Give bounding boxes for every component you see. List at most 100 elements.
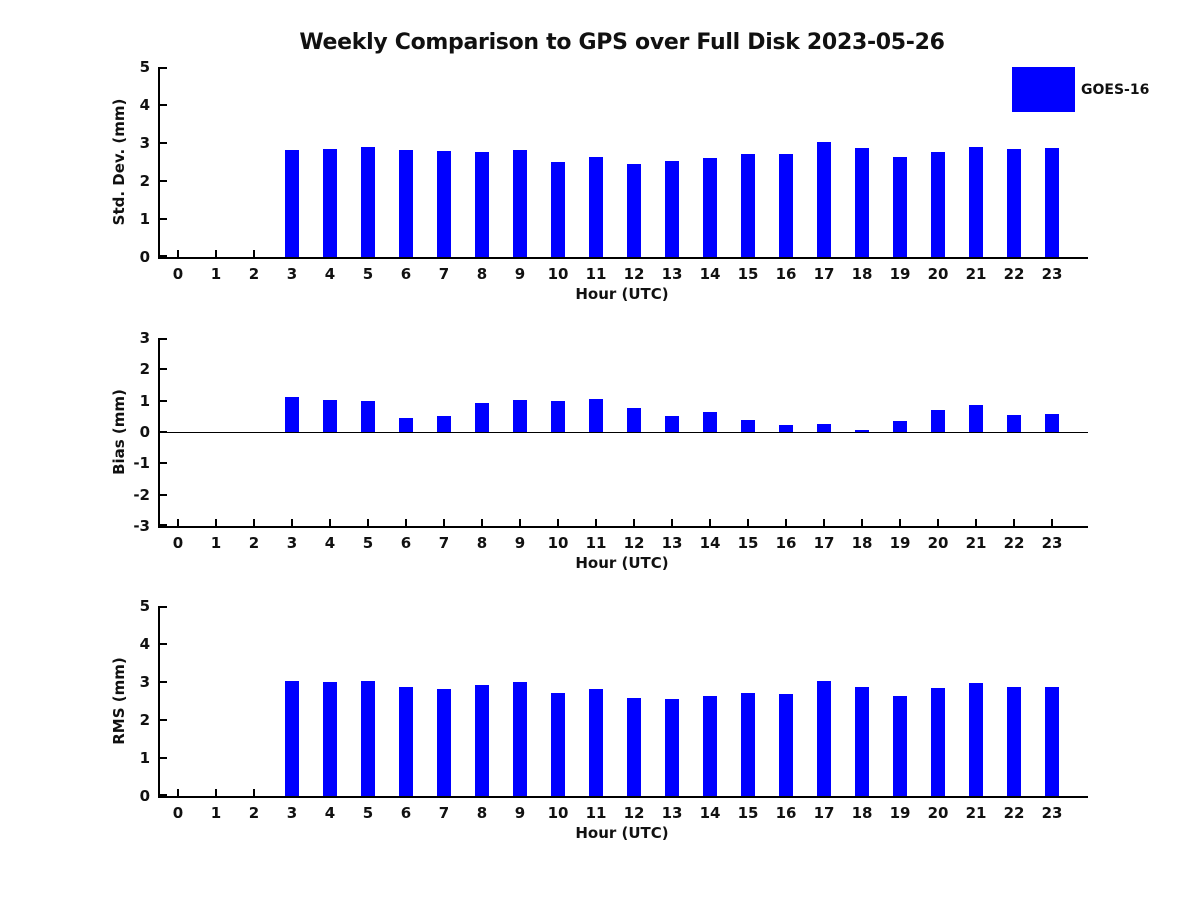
x-tick bbox=[253, 250, 255, 257]
x-tick bbox=[1051, 519, 1053, 526]
y-tick-label: 2 bbox=[139, 360, 150, 379]
bar-hour-18 bbox=[855, 429, 869, 432]
x-tick-label: 17 bbox=[813, 804, 835, 822]
y-tick-label: -3 bbox=[133, 517, 150, 535]
bar-hour-7 bbox=[437, 416, 451, 432]
x-tick-label: 2 bbox=[248, 804, 260, 822]
x-tick-label: 19 bbox=[889, 804, 911, 822]
x-tick-label: 4 bbox=[324, 265, 336, 283]
x-tick-label: 6 bbox=[400, 265, 412, 283]
bar-hour-14 bbox=[703, 695, 717, 796]
x-tick-label: 14 bbox=[699, 804, 721, 822]
y-tick-label: 2 bbox=[139, 711, 150, 729]
x-tick bbox=[215, 519, 217, 526]
bar-hour-12 bbox=[627, 697, 641, 796]
bar-hour-19 bbox=[893, 157, 907, 257]
bar-hour-19 bbox=[893, 696, 907, 796]
x-tick bbox=[823, 519, 825, 526]
x-tick-label: 3 bbox=[286, 265, 298, 283]
bar-hour-6 bbox=[399, 687, 413, 796]
y-axis-label-std-dev: Std. Dev. (mm) bbox=[110, 98, 128, 226]
x-tick-label: 7 bbox=[438, 804, 450, 822]
x-tick bbox=[519, 519, 521, 526]
bar-hour-5 bbox=[361, 146, 375, 257]
x-tick-label: 22 bbox=[1003, 534, 1025, 552]
plot-area-rms: 0 1 2 3 4 5 0 1 2 3 4 5 6 7 8 9 10 11 12 13 14 15 16 17 18 19 20 21… bbox=[140, 597, 1088, 822]
x-tick-label: 10 bbox=[547, 534, 569, 552]
bar-hour-19 bbox=[893, 421, 907, 432]
x-tick-label: 18 bbox=[851, 804, 873, 822]
x-tick bbox=[975, 519, 977, 526]
bar-hour-22 bbox=[1007, 687, 1021, 796]
x-tick-label: 12 bbox=[623, 804, 645, 822]
x-tick bbox=[1013, 519, 1015, 526]
bar-hour-5 bbox=[361, 680, 375, 796]
bar-hour-11 bbox=[589, 688, 603, 796]
x-tick bbox=[215, 250, 217, 257]
x-axis-label-bias: Hour (UTC) bbox=[575, 554, 669, 572]
x-tick-label: 13 bbox=[661, 265, 683, 283]
bar-hour-15 bbox=[741, 693, 755, 796]
y-tick bbox=[160, 104, 167, 106]
x-tick bbox=[177, 250, 179, 257]
x-tick-label: 20 bbox=[927, 265, 949, 283]
y-tick-label: 4 bbox=[139, 96, 150, 114]
y-tick bbox=[160, 606, 167, 608]
plot-area-std-dev: 0 1 2 3 4 5 0 1 2 3 4 5 6 7 8 9 10 11 12 13 14 15 16 17 18 19 20 21… bbox=[140, 58, 1088, 283]
x-tick bbox=[253, 519, 255, 526]
bar-hour-12 bbox=[627, 163, 641, 257]
y-tick-label: 0 bbox=[139, 423, 150, 441]
x-tick-label: 6 bbox=[400, 534, 412, 552]
bar-hour-13 bbox=[665, 415, 679, 432]
x-tick bbox=[443, 519, 445, 526]
x-tick-label: 14 bbox=[699, 265, 721, 283]
subplot-bias: Bias (mm) -3 -2 -1 0 1 2 3 0 1 2 3 4 5 6 7 8 9 10 11 12 13 14… bbox=[0, 329, 1200, 586]
x-tick bbox=[215, 789, 217, 796]
legend-swatch-goes16 bbox=[1012, 67, 1075, 112]
bar-hour-23 bbox=[1045, 147, 1059, 257]
bar-hour-21 bbox=[969, 146, 983, 257]
bar-hour-10 bbox=[551, 162, 565, 257]
y-tick-label: 5 bbox=[139, 58, 150, 76]
bar-hour-8 bbox=[475, 402, 489, 432]
x-tick-label: 6 bbox=[400, 804, 412, 822]
x-tick-label: 8 bbox=[476, 534, 488, 552]
y-tick bbox=[160, 180, 167, 182]
bar-hour-4 bbox=[323, 682, 337, 796]
x-tick-label: 9 bbox=[514, 265, 526, 283]
bar-hour-20 bbox=[931, 688, 945, 796]
x-tick-label: 0 bbox=[172, 804, 184, 822]
x-tick-label: 8 bbox=[476, 265, 488, 283]
x-tick-label: 13 bbox=[661, 804, 683, 822]
x-tick bbox=[291, 519, 293, 526]
x-tick-label: 1 bbox=[210, 534, 222, 552]
x-tick-label: 22 bbox=[1003, 265, 1025, 283]
y-tick-label: 1 bbox=[139, 391, 150, 410]
x-tick-label: 5 bbox=[362, 265, 374, 283]
y-tick-label: 3 bbox=[139, 329, 150, 347]
x-tick-label: 5 bbox=[362, 534, 374, 552]
bar-hour-13 bbox=[665, 698, 679, 796]
x-tick-label: 8 bbox=[476, 804, 488, 822]
x-tick bbox=[785, 519, 787, 526]
x-axis-label-rms: Hour (UTC) bbox=[575, 824, 669, 842]
bar-hour-23 bbox=[1045, 414, 1059, 432]
x-tick-label: 15 bbox=[737, 804, 759, 822]
x-tick-label: 16 bbox=[775, 265, 797, 283]
x-tick-label: 21 bbox=[965, 534, 987, 552]
x-tick-label: 12 bbox=[623, 265, 645, 283]
x-tick-label: 11 bbox=[585, 265, 607, 283]
y-tick bbox=[160, 643, 167, 645]
bar-hour-3 bbox=[285, 680, 299, 796]
x-tick-label: 20 bbox=[927, 804, 949, 822]
x-tick-label: 15 bbox=[737, 265, 759, 283]
x-tick bbox=[595, 519, 597, 526]
x-tick-label: 1 bbox=[210, 265, 222, 283]
x-tick-label: 12 bbox=[623, 534, 645, 552]
x-tick-label: 23 bbox=[1041, 534, 1063, 552]
y-tick bbox=[160, 368, 167, 371]
x-tick bbox=[177, 789, 179, 796]
x-tick-label: 11 bbox=[585, 534, 607, 552]
x-tick-label: 2 bbox=[248, 265, 260, 283]
